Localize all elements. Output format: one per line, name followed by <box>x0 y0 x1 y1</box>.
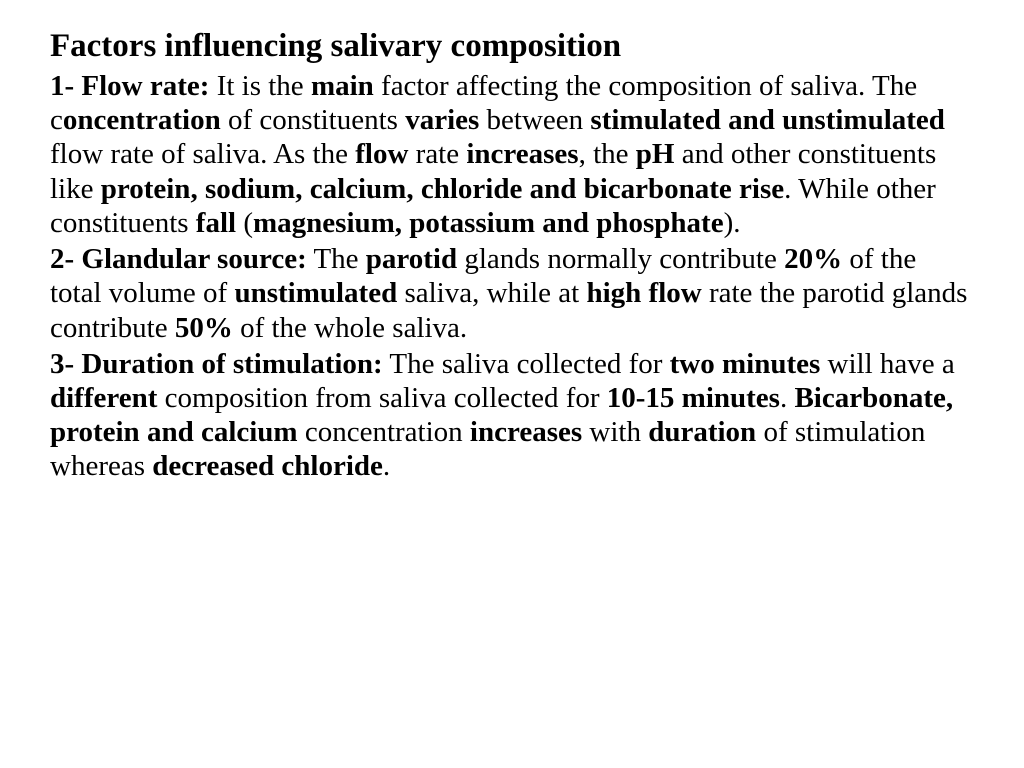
bold-text: flow <box>355 138 408 170</box>
paragraph-flow-rate: 1- Flow rate: It is the main factor affe… <box>50 69 974 240</box>
paragraph-duration: 3- Duration of stimulation: The saliva c… <box>50 347 974 484</box>
bold-text: 10-15 minutes <box>607 382 780 414</box>
factor-2-lead: 2- Glandular source: <box>50 243 307 275</box>
text: rate <box>408 138 466 170</box>
text: composition from saliva collected for <box>157 382 606 414</box>
text: The saliva collected for <box>383 348 670 380</box>
bold-text: oncentration <box>63 104 221 136</box>
text: , the <box>579 138 636 170</box>
bold-text: protein, sodium, calcium, chloride and b… <box>101 173 784 205</box>
text: of the whole saliva. <box>233 312 467 344</box>
bold-text: magnesium, potassium and phosphate <box>253 207 724 239</box>
text: with <box>582 416 648 448</box>
bold-text: increases <box>466 138 578 170</box>
bold-text: high flow <box>586 277 701 309</box>
text: between <box>479 104 590 136</box>
bold-text: decreased chloride <box>152 450 383 482</box>
text: . <box>780 382 795 414</box>
bold-text: fall <box>196 207 236 239</box>
text: The <box>307 243 366 275</box>
bold-text: pH <box>636 138 675 170</box>
bold-text: varies <box>405 104 479 136</box>
paragraph-glandular-source: 2- Glandular source: The parotid glands … <box>50 242 974 345</box>
text: ). <box>724 207 741 239</box>
bold-text: different <box>50 382 157 414</box>
text: . <box>383 450 390 482</box>
text: It is the <box>209 70 311 102</box>
text: saliva, while at <box>397 277 586 309</box>
bold-text: increases <box>470 416 582 448</box>
factor-3-lead: 3- Duration of stimulation: <box>50 348 383 380</box>
text: will have a <box>820 348 954 380</box>
bold-text: two minutes <box>670 348 821 380</box>
bold-text: parotid <box>366 243 457 275</box>
text: ( <box>236 207 253 239</box>
bold-text: unstimulated <box>234 277 397 309</box>
bold-text: stimulated and unstimulated <box>590 104 945 136</box>
bold-text: 20% <box>784 243 842 275</box>
bold-text: duration <box>648 416 756 448</box>
text: glands normally contribute <box>457 243 784 275</box>
document-title: Factors influencing salivary composition <box>50 28 974 65</box>
bold-text: main <box>311 70 374 102</box>
factor-1-lead: 1- Flow rate: <box>50 70 209 102</box>
text: of constituents <box>221 104 405 136</box>
bold-text: 50% <box>175 312 233 344</box>
text: concentration <box>298 416 470 448</box>
text: flow rate of saliva. As the <box>50 138 355 170</box>
